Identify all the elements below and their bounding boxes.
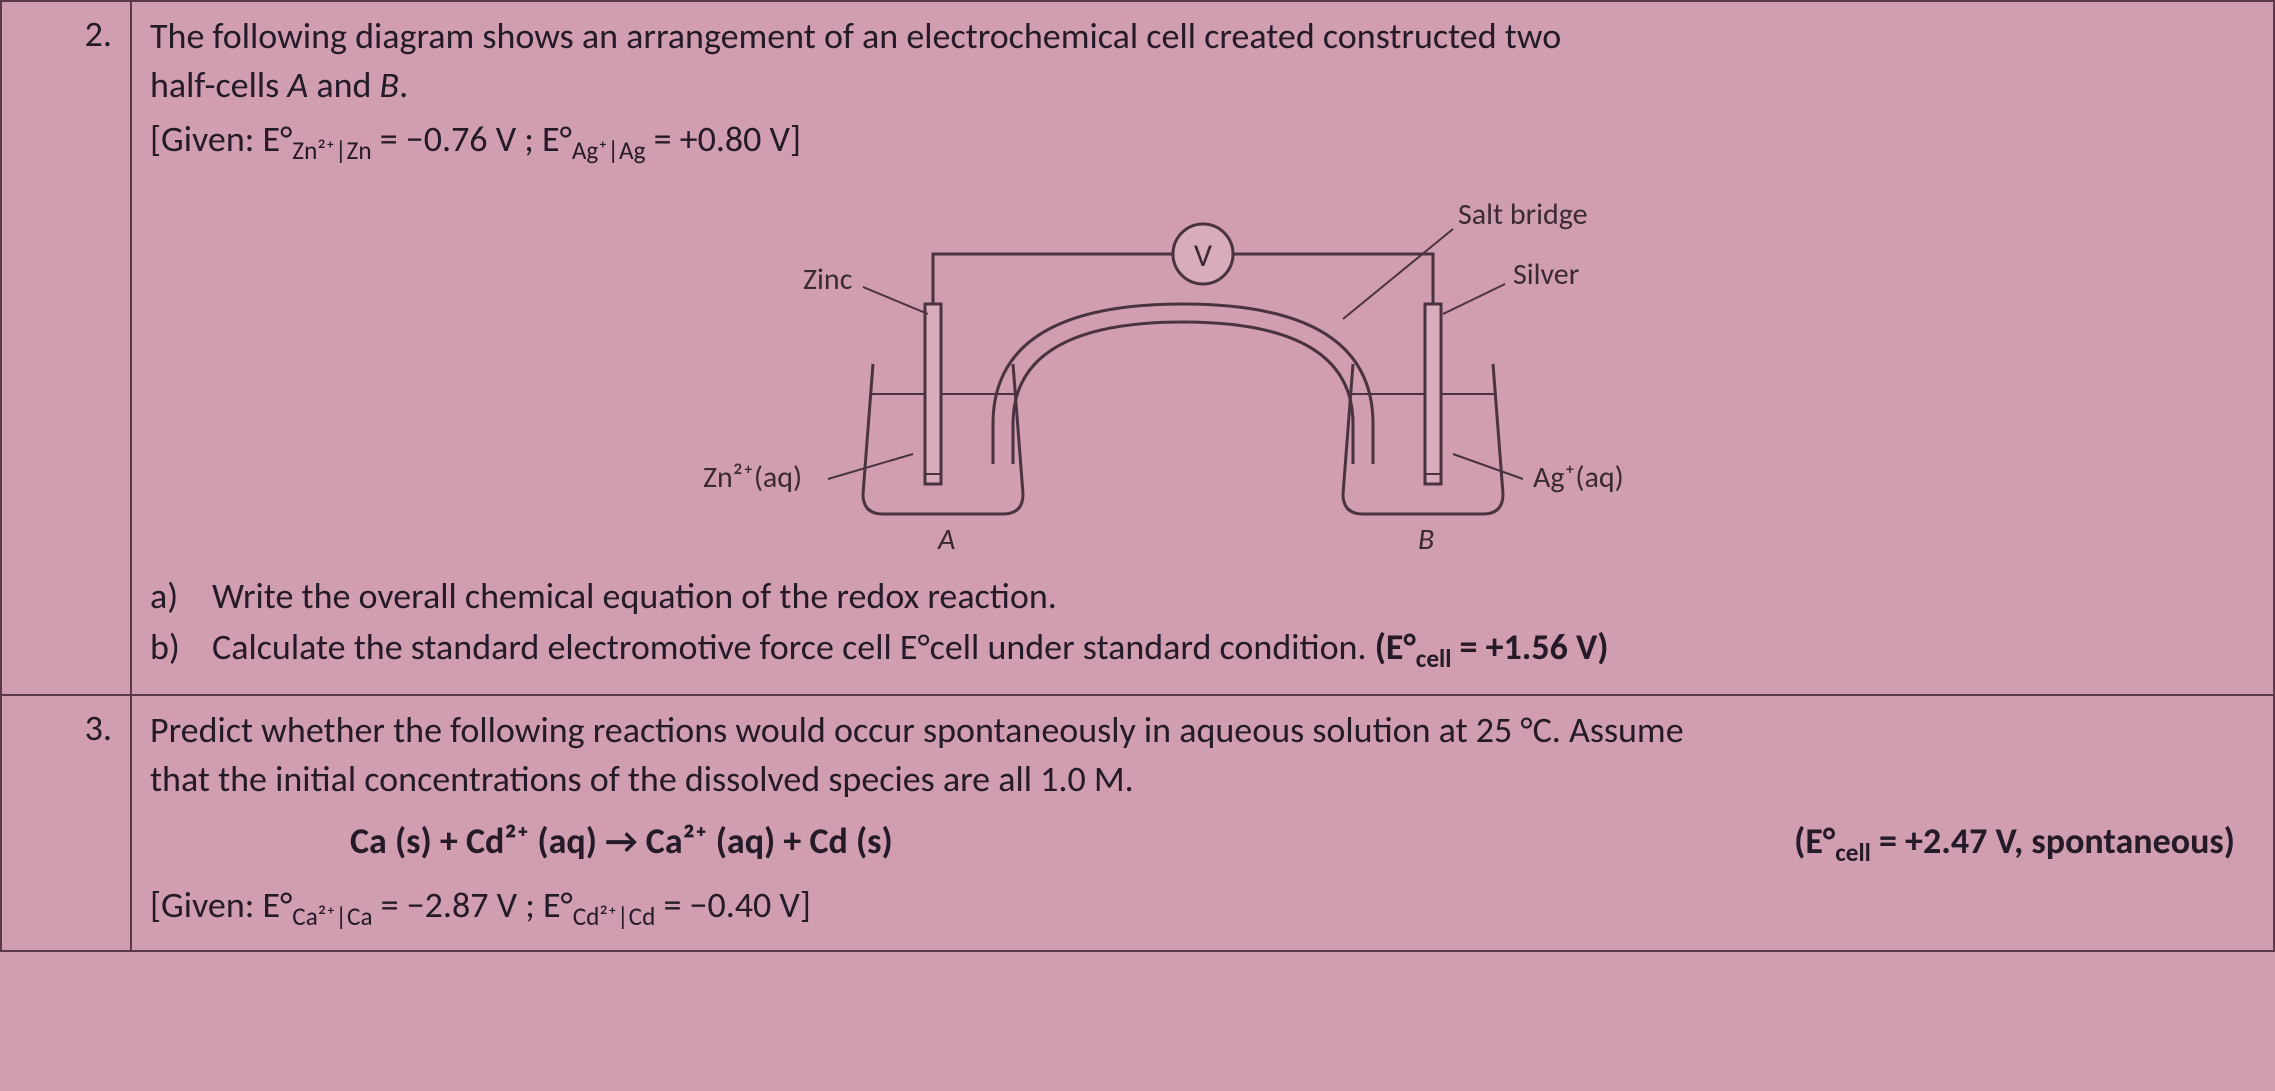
- q3-given-cd-sub: Cd²⁺|Cd: [573, 901, 656, 932]
- q2-halfcell-A: A: [287, 63, 308, 107]
- q2-ans-open: (E°: [1375, 625, 1416, 669]
- q2-intro-line2: half-cells A and B.: [150, 61, 2255, 110]
- q3-given: [Given: E°Ca²⁺|Ca = −2.87 V ; E°Cd²⁺|Cd …: [150, 881, 2255, 934]
- voltmeter-label: V: [1193, 236, 1212, 275]
- q3-body-cell: Predict whether the following reactions …: [131, 695, 2274, 951]
- q2-part-a: a) Write the overall chemical equation o…: [150, 572, 2255, 621]
- q2-number: 2.: [85, 12, 112, 56]
- q3-given-eq1: = −2.87 V ; E°: [373, 883, 573, 927]
- q2-given-zn-sub: Zn²⁺|Zn: [292, 135, 371, 166]
- question-3-row: 3. Predict whether the following reactio…: [1, 695, 2274, 951]
- beaker-B-label: B: [1418, 521, 1434, 554]
- q2-number-cell: 2.: [1, 1, 131, 695]
- questions-table: 2. The following diagram shows an arrang…: [0, 0, 2275, 952]
- silver-label: Silver: [1513, 256, 1579, 293]
- zinc-label: Zinc: [803, 261, 853, 298]
- q2-ans-sub: cell: [1416, 643, 1452, 674]
- q3-ans-sub: cell: [1835, 838, 1871, 869]
- electrochemical-cell-diagram: V: [653, 194, 1753, 554]
- q3-number: 3.: [85, 706, 112, 750]
- q3-intro-line1: Predict whether the following reactions …: [150, 706, 2255, 755]
- q2-part-b-label: b): [150, 623, 194, 676]
- q3-number-cell: 3.: [1, 695, 131, 951]
- q2-diagram-wrap: V: [150, 194, 2255, 554]
- q2-given-eq1: = −0.76 V ; E°: [372, 117, 572, 161]
- salt-bridge-label: Salt bridge: [1458, 196, 1588, 233]
- q3-given-eq2: = −0.40 V]: [655, 883, 811, 927]
- q2-given: [Given: E°Zn²⁺|Zn = −0.76 V ; E°Ag⁺|Ag =…: [150, 115, 2255, 168]
- page-root: 2. The following diagram shows an arrang…: [0, 0, 2275, 952]
- q3-reaction-answer: (E°cell = +2.47 V, spontaneous): [1794, 817, 2235, 870]
- q3-given-ca-sub: Ca²⁺|Ca: [292, 901, 372, 932]
- question-2-row: 2. The following diagram shows an arrang…: [1, 1, 2274, 695]
- q3-intro-line2: that the initial concentrations of the d…: [150, 755, 2255, 804]
- q2-part-a-text: Write the overall chemical equation of t…: [212, 572, 1057, 621]
- q2-ans-val: = +1.56 V): [1451, 625, 1608, 669]
- q2-part-b-stem: Calculate the standard electromotive for…: [212, 625, 1375, 669]
- q3-reaction: Ca (s) + Cd²⁺ (aq) → Ca²⁺ (aq) + Cd (s): [350, 817, 893, 866]
- q2-halfcell-B: B: [380, 63, 400, 107]
- q2-part-a-label: a): [150, 572, 194, 621]
- ag-ion-label: Ag⁺(aq): [1533, 459, 1624, 496]
- q2-part-b: b) Calculate the standard electromotive …: [150, 623, 2255, 676]
- zn-ion-label: Zn²⁺(aq): [703, 459, 802, 496]
- q2-and: and: [308, 63, 379, 107]
- q2-intro-suffix: .: [399, 63, 408, 107]
- q3-reaction-line: Ca (s) + Cd²⁺ (aq) → Ca²⁺ (aq) + Cd (s) …: [150, 817, 2255, 870]
- q2-intro-line1: The following diagram shows an arrangeme…: [150, 12, 2255, 61]
- beaker-A-label: A: [937, 521, 955, 554]
- q2-given-eq2: = +0.80 V]: [645, 117, 801, 161]
- q2-intro-prefix: half-cells: [150, 63, 287, 107]
- q2-given-open: [Given: E°: [150, 117, 292, 161]
- q2-parts: a) Write the overall chemical equation o…: [150, 572, 2255, 676]
- q3-given-open: [Given: E°: [150, 883, 292, 927]
- q2-part-b-text: Calculate the standard electromotive for…: [212, 623, 1609, 676]
- q3-ans-val: = +2.47 V, spontaneous): [1871, 819, 2235, 863]
- q2-given-ag-sub: Ag⁺|Ag: [572, 135, 646, 166]
- q3-ans-open: (E°: [1794, 819, 1835, 863]
- q2-body-cell: The following diagram shows an arrangeme…: [131, 1, 2274, 695]
